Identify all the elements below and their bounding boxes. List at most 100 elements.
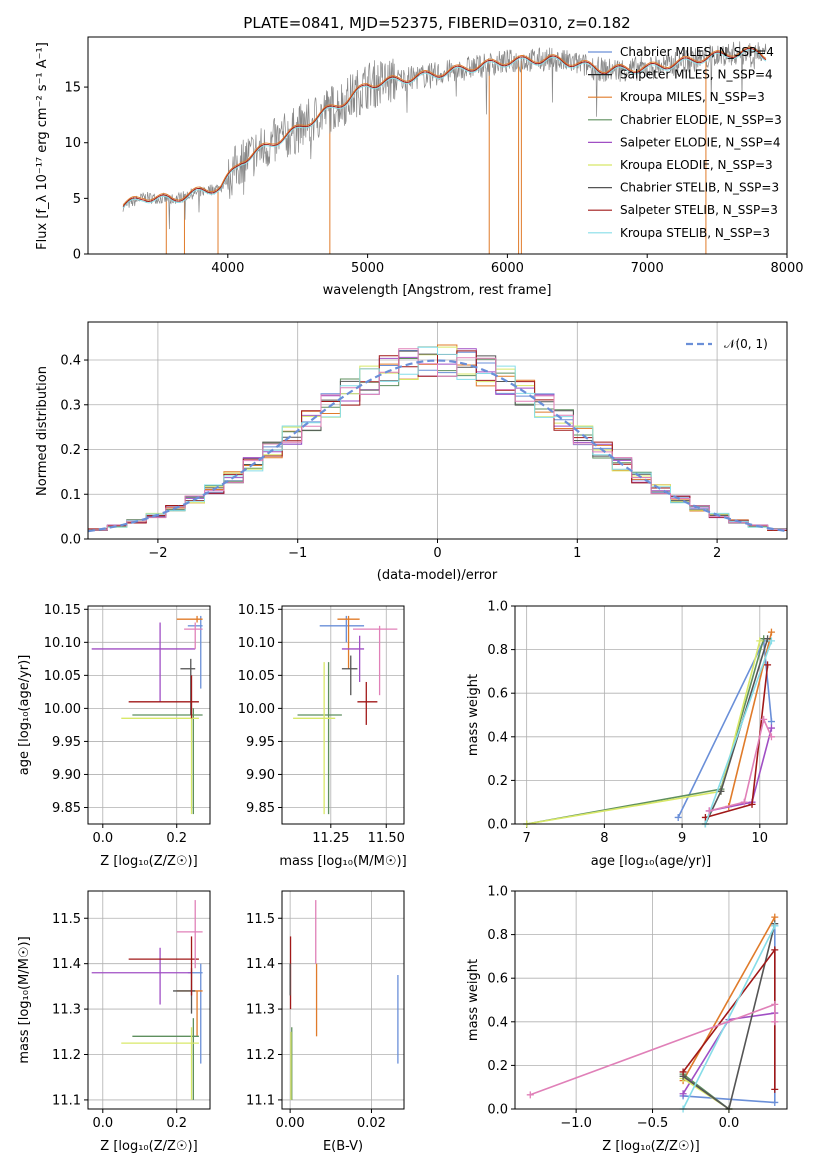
- weight_vs_Z-series-line: [682, 916, 776, 1082]
- weight_vs_age-series-marker: [760, 715, 768, 723]
- weight_vs_Z-series-marker: [771, 946, 779, 954]
- spectrum-model-line: [122, 46, 767, 206]
- weight_vs_age-series-marker: [764, 661, 772, 669]
- weight_vs_Z-series-marker: [679, 1090, 687, 1098]
- residual-histograms: [87, 344, 788, 533]
- weight_vs_age-ytick-label: 0.2: [487, 774, 508, 789]
- weight_vs_age-series-line: [526, 638, 765, 825]
- weight_vs_Z-ytick-label: 0.8: [487, 928, 508, 943]
- mass_vs_EBV-points: [289, 900, 399, 1100]
- age_vs_mass-xlabel: mass [log₁₀(M/M☉)]: [279, 854, 406, 869]
- weight_vs_Z-ytick-label: 0.2: [487, 1059, 508, 1074]
- residuals-ytick-label: 0.0: [60, 533, 81, 548]
- spectrum-model-line: [122, 47, 767, 207]
- residual-histogram-step: [88, 346, 787, 531]
- residuals-ytick-label: 0.3: [60, 398, 81, 413]
- weight_vs_age-ylabel: mass weight: [466, 674, 481, 756]
- mass_vs_EBV-xlabel: E(B-V): [323, 1139, 363, 1154]
- weight_vs_age-series-marker: [748, 800, 756, 808]
- weight_vs_Z-ylabel: mass weight: [466, 959, 481, 1041]
- age_vs_Z-xtick-label: 0.0: [92, 831, 113, 846]
- spectrum-ytick-label: 15: [64, 81, 81, 96]
- spectrum-xtick-label: 8000: [770, 261, 803, 276]
- age_vs_Z-ytick-label: 9.90: [52, 768, 81, 783]
- mass_vs_Z-points: [91, 900, 203, 1100]
- age_vs_mass-xtick-label: 11.50: [368, 831, 405, 846]
- weight_vs_age-series-marker: [740, 798, 748, 806]
- spectrum-legend-label: Kroupa MILES, N_SSP=3: [620, 90, 765, 104]
- age_vs_Z-points: [91, 615, 203, 815]
- weight_vs_age-series-line: [677, 637, 773, 818]
- weight_vs_Z-series-marker: [771, 1098, 779, 1106]
- spectrum-legend-label: Salpeter STELIB, N_SSP=3: [620, 203, 778, 217]
- spectrum-legend-label: Chabrier MILES, N_SSP=4: [620, 45, 774, 59]
- mass_vs_EBV-ytick-label: 11.3: [246, 1003, 275, 1018]
- spectrum-ytick-label: 10: [64, 136, 81, 151]
- mass_vs_Z-xtick-label: 0.0: [92, 1116, 113, 1131]
- weight_vs_age-ytick-label: 0.8: [487, 643, 508, 658]
- weight_vs_age-series: [523, 628, 775, 828]
- age_vs_mass-ytick-label: 10.05: [238, 669, 275, 684]
- weight_vs_age-series-line: [704, 640, 773, 825]
- weight_vs_age-series-marker: [767, 718, 775, 726]
- residuals-xtick-label: −1: [288, 546, 307, 561]
- mass_vs_EBV-xtick-label: 0.00: [276, 1116, 305, 1131]
- mass_vs_EBV-ytick-label: 11.4: [246, 957, 275, 972]
- weight_vs_age-series-line: [709, 727, 773, 812]
- weight_vs_Z-series-line: [682, 925, 776, 1110]
- age_vs_mass-ytick-label: 10.10: [238, 636, 275, 651]
- weight_vs_age-xtick-label: 9: [678, 831, 686, 846]
- residuals-ytick-label: 0.4: [60, 354, 81, 369]
- spectrum-ytick-label: 5: [73, 192, 81, 207]
- age_vs_mass-ytick-label: 9.90: [246, 768, 275, 783]
- weight_vs_age-series-marker: [767, 733, 775, 741]
- spectrum-xtick-label: 4000: [211, 261, 244, 276]
- mass_vs_EBV-ytick-label: 11.5: [246, 912, 275, 927]
- residuals-ytick-label: 0.2: [60, 443, 81, 458]
- weight_vs_Z-ytick-label: 1.0: [487, 885, 508, 900]
- weight_vs_Z-series-marker: [771, 1085, 779, 1093]
- spectrum-lines: [122, 41, 767, 254]
- age_vs_mass-xtick-label: 11.25: [312, 831, 349, 846]
- residuals-xtick-label: 0: [433, 546, 441, 561]
- age_vs_Z-ytick-label: 10.05: [44, 669, 81, 684]
- weight_vs_age-series-marker: [764, 635, 772, 643]
- spectrum-xtick-label: 5000: [351, 261, 384, 276]
- spectrum-data-line: [122, 41, 767, 230]
- weight_vs_Z-series-marker: [771, 922, 779, 930]
- weight_vs_age-series-marker: [767, 637, 775, 645]
- mass_vs_Z-ytick-label: 11.5: [52, 912, 81, 927]
- age_vs_Z-ytick-label: 10.10: [44, 636, 81, 651]
- age_vs_mass-ytick-label: 9.85: [246, 801, 275, 816]
- weight_vs_Z-ytick-label: 0.0: [487, 1103, 508, 1118]
- age_vs_Z-ylabel: age [log₁₀(age/yr)]: [17, 655, 32, 776]
- residuals-xtick-label: −2: [148, 546, 167, 561]
- spectrum-legend-label: Chabrier STELIB, N_SSP=3: [620, 181, 779, 195]
- mass_vs_Z-xlabel: Z [log₁₀(Z/Z☉)]: [100, 1139, 197, 1154]
- age_vs_Z-ytick-label: 10.15: [44, 603, 81, 618]
- residuals-xtick-label: 1: [573, 546, 581, 561]
- weight_vs_Z-series-marker: [771, 913, 779, 921]
- age_vs_Z-ytick-label: 9.95: [52, 735, 81, 750]
- spectrum-xtick-label: 6000: [491, 261, 524, 276]
- weight_vs_age-ytick-label: 0.6: [487, 687, 508, 702]
- age_vs_mass-ytick-label: 9.95: [246, 735, 275, 750]
- weight_vs_age-xtick-label: 8: [600, 831, 608, 846]
- weight_vs_Z-xlabel: Z [log₁₀(Z/Z☉)]: [602, 1139, 699, 1154]
- spectrum-xlabel: wavelength [Angstrom, rest frame]: [323, 283, 552, 298]
- spectrum-frame: [87, 36, 788, 255]
- weight_vs_age-ytick-label: 0.0: [487, 818, 508, 833]
- mass_vs_EBV-ytick-label: 11.1: [246, 1093, 275, 1108]
- spectrum-title: PLATE=0841, MJD=52375, FIBERID=0310, z=0…: [243, 14, 630, 32]
- mass_vs_Z-frame: [87, 890, 211, 1110]
- weight_vs_age-series-line: [526, 640, 761, 825]
- weight_vs_age-series-marker: [756, 637, 764, 645]
- mass_vs_EBV-xtick-label: 0.02: [357, 1116, 386, 1131]
- spectrum-legend-label: Chabrier ELODIE, N_SSP=3: [620, 113, 782, 127]
- weight_vs_age-series-marker: [717, 787, 725, 795]
- spectrum-model-line: [122, 49, 767, 209]
- spectrum-legend-label: Kroupa ELODIE, N_SSP=3: [620, 158, 773, 172]
- weight_vs_age-ytick-label: 0.4: [487, 730, 508, 745]
- age_vs_Z-ytick-label: 10.00: [44, 702, 81, 717]
- weight_vs_Z-xtick-label: −1.0: [560, 1116, 592, 1131]
